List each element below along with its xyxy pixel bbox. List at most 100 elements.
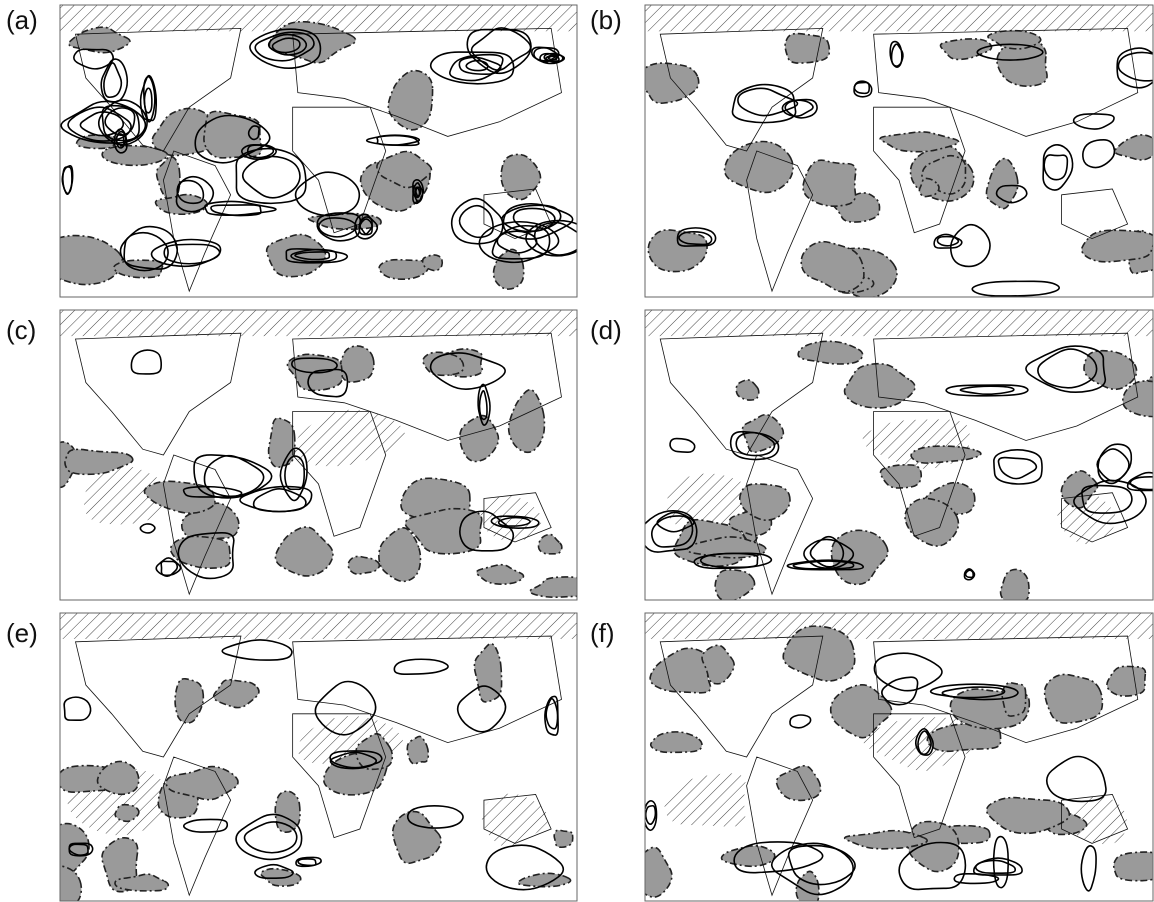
contour-line: [101, 104, 140, 142]
coastline: [873, 411, 966, 537]
significance-area: [391, 810, 442, 865]
coastline: [292, 635, 562, 744]
panel-label: (f): [590, 618, 615, 648]
significance-area: [797, 340, 864, 365]
coastline: [1061, 492, 1129, 543]
significance-area: [537, 533, 563, 555]
contour-line: [429, 51, 515, 85]
contour-line: [995, 184, 1028, 204]
map-content: [60, 613, 577, 901]
significance-area: [114, 803, 140, 823]
contour-line: [143, 87, 153, 114]
contour-line: [1097, 443, 1133, 485]
contour-line: [113, 128, 128, 154]
contour-line: [297, 858, 317, 867]
contour-line: [73, 48, 114, 70]
contour-line: [252, 488, 307, 513]
significance-area: [274, 526, 334, 577]
significance-area: [492, 248, 525, 290]
significance-area: [701, 644, 735, 685]
coastline: [162, 150, 232, 293]
contour-line: [1080, 845, 1097, 892]
contour-line: [1129, 476, 1153, 491]
coastline: [292, 411, 387, 537]
contour-line: [406, 805, 464, 829]
significance-area: [830, 529, 889, 586]
contour-line: [792, 560, 855, 570]
contour-line: [497, 516, 531, 527]
contour-line: [645, 800, 658, 832]
contour-line: [97, 99, 148, 146]
map-frame: [644, 309, 1154, 601]
contour-line: [787, 844, 856, 886]
contour-line: [1081, 484, 1133, 514]
significance-area: [212, 678, 260, 709]
contour-line: [525, 219, 577, 257]
contour-line: [63, 696, 92, 722]
contour-line: [243, 821, 298, 854]
contour-line: [490, 515, 540, 529]
contour-line: [731, 83, 797, 124]
contour-line: [873, 652, 943, 692]
map-content: [645, 5, 1153, 297]
contour-line: [853, 80, 873, 98]
contour-line: [103, 62, 123, 99]
contour-line: [294, 251, 331, 261]
contour-line: [645, 804, 657, 825]
significance-area: [378, 527, 422, 583]
contour-line: [412, 182, 424, 203]
contour-line: [470, 27, 532, 71]
significance-area: [274, 790, 301, 834]
contour-line: [68, 843, 89, 857]
contour-line: [933, 233, 963, 249]
contour-line: [100, 58, 129, 103]
map-frame: [59, 612, 578, 902]
map-frame: [644, 4, 1154, 298]
significance-area: [1001, 681, 1027, 717]
coastline: [292, 27, 562, 137]
coastline: [746, 150, 814, 293]
contour-line: [456, 685, 507, 733]
contour-line: [354, 213, 379, 240]
polar-hatch: [60, 310, 577, 337]
contour-line: [786, 559, 864, 571]
contour-line: [271, 37, 301, 54]
significance-area: [154, 193, 209, 216]
contour-line: [953, 873, 1000, 885]
contour-line: [376, 134, 421, 146]
contour-line: [279, 447, 308, 502]
contour-line: [678, 230, 713, 246]
contour-line: [974, 859, 1017, 875]
significance-area: [422, 351, 465, 377]
significance-area: [60, 865, 83, 901]
significance-area: [904, 497, 960, 547]
contour-line: [267, 33, 308, 56]
contour-line: [545, 697, 559, 730]
map-panel: (b): [590, 4, 1154, 298]
significance-area: [910, 445, 982, 464]
significance-area: [843, 362, 916, 409]
significance-area: [553, 829, 574, 849]
significance-area: [1122, 380, 1153, 418]
significance-area: [645, 62, 700, 104]
map-panel: (f): [590, 612, 1154, 902]
contour-line: [656, 511, 695, 533]
contour-line: [651, 515, 694, 548]
coastline: [75, 635, 242, 758]
significance-area: [267, 417, 296, 469]
significance-area: [473, 642, 503, 703]
coastline: [483, 794, 552, 844]
coastline: [75, 27, 242, 152]
contour-line: [1045, 755, 1107, 803]
map-panel: (d): [590, 309, 1154, 601]
contour-line: [971, 280, 1060, 297]
contour-line: [247, 125, 260, 141]
contour-line: [789, 714, 812, 729]
contour-line: [130, 349, 163, 375]
significance-area: [802, 159, 857, 207]
contour-line: [123, 231, 169, 272]
significance-area: [918, 177, 940, 198]
contour-line: [115, 133, 125, 147]
